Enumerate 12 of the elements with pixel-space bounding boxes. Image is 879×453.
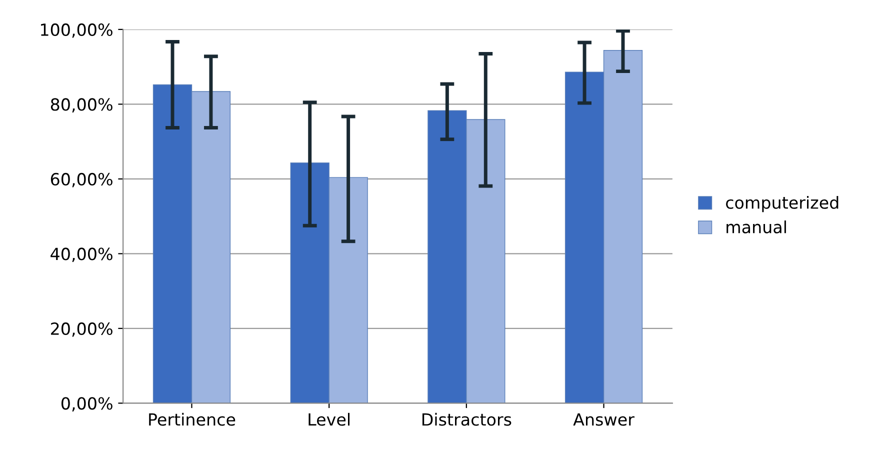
x-tick-label: Distractors [422,412,512,426]
y-tick-label: 40,00% [50,248,112,262]
y-tick-label: 0,00% [61,397,112,412]
legend-label: manual [726,220,786,234]
y-tick-label: 80,00% [50,98,112,112]
x-tick-label: Pertinence [149,412,236,426]
y-tick-label: 60,00% [50,172,112,188]
y-tick-label: 100,00% [41,23,112,38]
x-tick-label: Answer [573,413,634,426]
x-tick-label: Level [308,412,350,426]
y-tick-label: 20,00% [51,322,112,337]
legend-label: computerized [726,196,838,212]
